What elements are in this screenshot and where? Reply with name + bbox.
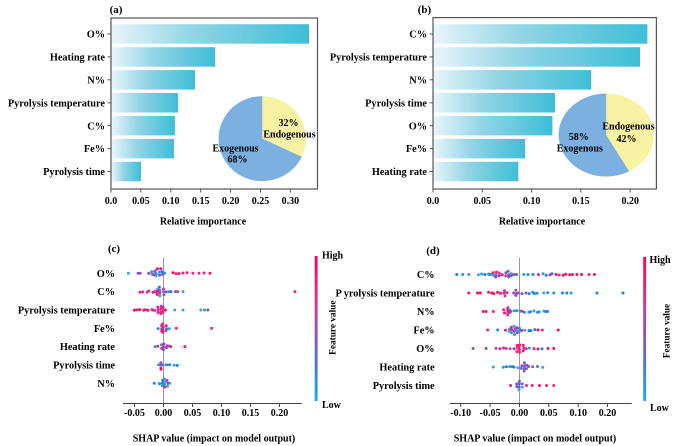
svg-text:Heating rate: Heating rate bbox=[379, 363, 435, 374]
svg-text:0.05: 0.05 bbox=[474, 196, 492, 207]
svg-text:Endogenous: Endogenous bbox=[602, 122, 654, 133]
svg-text:0.15: 0.15 bbox=[192, 196, 210, 207]
svg-text:Relative importance: Relative importance bbox=[160, 217, 247, 228]
svg-text:Heating rate: Heating rate bbox=[50, 53, 106, 64]
svg-text:-0.05: -0.05 bbox=[480, 408, 501, 419]
svg-text:Exogenous: Exogenous bbox=[557, 143, 603, 154]
svg-text:N%: N% bbox=[409, 75, 427, 86]
svg-text:Pyrolysis time: Pyrolysis time bbox=[373, 381, 435, 392]
svg-text:Heating rate: Heating rate bbox=[60, 342, 116, 353]
svg-text:Pyrolysis time: Pyrolysis time bbox=[53, 361, 115, 372]
svg-text:0.10: 0.10 bbox=[569, 408, 587, 419]
svg-text:0.10: 0.10 bbox=[162, 196, 180, 207]
svg-text:-0.05: -0.05 bbox=[124, 408, 145, 419]
svg-text:0.05: 0.05 bbox=[540, 408, 558, 419]
svg-text:C%: C% bbox=[97, 287, 115, 298]
svg-text:32%: 32% bbox=[279, 118, 299, 129]
svg-text:C%: C% bbox=[409, 30, 427, 41]
svg-text:O%: O% bbox=[409, 121, 427, 132]
svg-text:Heating rate: Heating rate bbox=[372, 167, 428, 178]
svg-text:N%: N% bbox=[417, 307, 435, 318]
svg-text:0.30: 0.30 bbox=[282, 196, 300, 207]
svg-text:O%: O% bbox=[416, 344, 434, 355]
svg-text:0.20: 0.20 bbox=[222, 196, 240, 207]
svg-text:42%: 42% bbox=[617, 134, 637, 145]
svg-text:68%: 68% bbox=[228, 155, 248, 166]
svg-text:(c): (c) bbox=[108, 243, 121, 255]
svg-text:Pyrolysis temperature: Pyrolysis temperature bbox=[18, 306, 116, 317]
svg-text:N%: N% bbox=[97, 379, 115, 390]
svg-text:58%: 58% bbox=[569, 132, 589, 143]
svg-text:(d): (d) bbox=[426, 245, 440, 257]
svg-text:0.20: 0.20 bbox=[271, 408, 289, 419]
svg-text:Low: Low bbox=[650, 403, 670, 414]
svg-text:Fe%: Fe% bbox=[84, 144, 105, 155]
svg-text:0.10: 0.10 bbox=[213, 408, 231, 419]
svg-text:Low: Low bbox=[322, 400, 342, 411]
svg-text:P yrolysis temperature: P yrolysis temperature bbox=[335, 289, 435, 300]
svg-text:Feature value: Feature value bbox=[328, 301, 338, 355]
svg-text:0.05: 0.05 bbox=[184, 408, 202, 419]
svg-text:0.00: 0.00 bbox=[511, 408, 529, 419]
svg-text:Pyrolysis temperature: Pyrolysis temperature bbox=[8, 98, 106, 109]
svg-text:0.00: 0.00 bbox=[155, 408, 173, 419]
svg-text:Endogenous: Endogenous bbox=[263, 129, 315, 140]
svg-text:O%: O% bbox=[87, 30, 105, 41]
svg-text:Pyrolysis temperature: Pyrolysis temperature bbox=[330, 53, 428, 64]
svg-text:O%: O% bbox=[97, 269, 115, 280]
svg-text:0.10: 0.10 bbox=[523, 196, 541, 207]
svg-text:SHAP value (impact on model ou: SHAP value (impact on model output) bbox=[454, 434, 617, 445]
svg-text:0.15: 0.15 bbox=[572, 196, 590, 207]
svg-text:Pyrolysis time: Pyrolysis time bbox=[43, 167, 105, 178]
svg-text:High: High bbox=[322, 251, 344, 262]
svg-text:0.15: 0.15 bbox=[242, 408, 260, 419]
svg-text:N%: N% bbox=[87, 75, 105, 86]
svg-text:High: High bbox=[650, 255, 672, 266]
svg-text:0.25: 0.25 bbox=[252, 196, 270, 207]
svg-text:Fe%: Fe% bbox=[413, 326, 434, 337]
svg-text:Exogenous: Exogenous bbox=[212, 144, 258, 155]
svg-text:Fe%: Fe% bbox=[94, 324, 115, 335]
svg-text:Relative importance: Relative importance bbox=[499, 217, 586, 228]
svg-text:Pyrolysis time: Pyrolysis time bbox=[365, 98, 427, 109]
svg-text:C%: C% bbox=[417, 270, 435, 281]
svg-text:Fe%: Fe% bbox=[406, 144, 427, 155]
svg-text:0.20: 0.20 bbox=[599, 408, 617, 419]
svg-text:-0.10: -0.10 bbox=[450, 408, 471, 419]
svg-text:(b): (b) bbox=[418, 4, 432, 16]
svg-text:(a): (a) bbox=[110, 4, 123, 16]
svg-text:SHAP value (impact on model ou: SHAP value (impact on model output) bbox=[133, 434, 296, 445]
svg-text:0.20: 0.20 bbox=[621, 196, 639, 207]
svg-text:C%: C% bbox=[87, 121, 105, 132]
svg-text:0.05: 0.05 bbox=[132, 196, 150, 207]
svg-text:0.0: 0.0 bbox=[427, 196, 440, 207]
svg-text:0.0: 0.0 bbox=[105, 196, 118, 207]
svg-text:Feature value: Feature value bbox=[663, 304, 673, 358]
